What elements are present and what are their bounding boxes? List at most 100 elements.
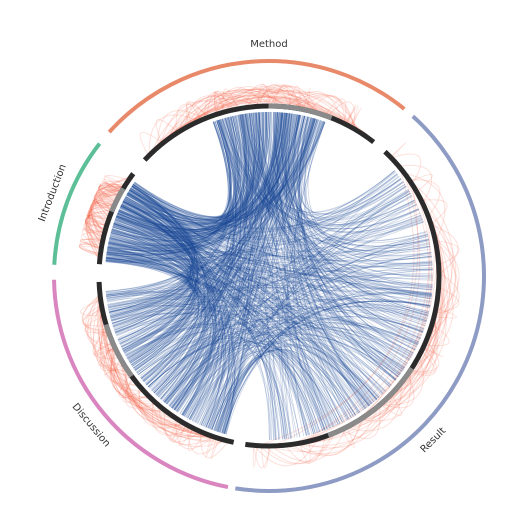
chord bbox=[107, 120, 231, 252]
chord bbox=[170, 326, 410, 408]
chord bbox=[114, 220, 206, 400]
fan-line bbox=[98, 312, 162, 411]
fan-line bbox=[214, 90, 230, 113]
chord bbox=[123, 199, 217, 418]
chord bbox=[109, 114, 244, 246]
chord bbox=[200, 339, 391, 426]
chord bbox=[275, 112, 431, 254]
chord bbox=[115, 217, 292, 439]
fan-line bbox=[87, 188, 121, 250]
fan-line bbox=[86, 214, 108, 227]
fan-line bbox=[163, 412, 199, 443]
chord bbox=[105, 290, 325, 431]
chord bbox=[285, 113, 347, 421]
chord bbox=[124, 119, 319, 225]
chord bbox=[114, 181, 404, 242]
chord bbox=[297, 116, 370, 407]
chord bbox=[110, 119, 232, 320]
fan-line bbox=[90, 187, 122, 237]
chord bbox=[127, 112, 280, 222]
chord bbox=[105, 257, 318, 433]
chord bbox=[129, 188, 384, 394]
fan-line bbox=[94, 183, 124, 225]
chord bbox=[129, 120, 322, 222]
chord bbox=[111, 229, 338, 426]
chord bbox=[108, 117, 236, 250]
chord bbox=[117, 212, 412, 358]
chord bbox=[107, 121, 326, 254]
chord bbox=[220, 119, 431, 252]
chord bbox=[107, 247, 421, 339]
fan-line bbox=[352, 162, 430, 427]
chord bbox=[134, 112, 282, 371]
chord bbox=[107, 113, 295, 251]
chord bbox=[107, 247, 194, 359]
chord bbox=[106, 184, 196, 301]
fan-line bbox=[184, 95, 237, 127]
fan-line bbox=[84, 220, 105, 229]
chord bbox=[106, 250, 200, 385]
chord bbox=[129, 112, 259, 220]
chord bbox=[223, 119, 318, 434]
chord bbox=[232, 115, 432, 298]
chord bbox=[131, 186, 227, 428]
chord bbox=[148, 114, 248, 389]
fan-line bbox=[273, 430, 346, 462]
chord bbox=[117, 212, 432, 262]
fan-line bbox=[97, 304, 168, 416]
fan-line bbox=[122, 366, 218, 441]
chord bbox=[106, 295, 309, 436]
fan-line bbox=[152, 402, 224, 448]
fan-line bbox=[286, 438, 326, 464]
chord bbox=[232, 116, 343, 423]
fan-line bbox=[174, 91, 288, 133]
fan-line bbox=[125, 371, 182, 425]
chord bbox=[231, 116, 429, 314]
fan-line bbox=[85, 191, 119, 258]
chord bbox=[280, 112, 427, 242]
chord bbox=[134, 114, 247, 372]
chord bbox=[123, 322, 380, 398]
chord bbox=[157, 170, 396, 397]
chord bbox=[127, 193, 217, 417]
chord bbox=[107, 112, 258, 250]
chord bbox=[229, 116, 422, 233]
chord bbox=[132, 120, 232, 219]
fan-line bbox=[298, 371, 413, 447]
chord bbox=[173, 112, 287, 411]
chord bbox=[105, 119, 231, 295]
chord bbox=[118, 120, 230, 341]
chord bbox=[114, 221, 345, 423]
chord bbox=[156, 118, 237, 396]
chord bbox=[116, 112, 257, 233]
chord bbox=[108, 114, 297, 249]
chord bbox=[239, 114, 420, 343]
chord bbox=[129, 188, 209, 399]
chord bbox=[147, 326, 403, 388]
fan-line bbox=[126, 372, 183, 426]
fan-line bbox=[436, 240, 460, 313]
chord bbox=[117, 114, 246, 232]
chord bbox=[107, 248, 361, 413]
chord bbox=[173, 118, 315, 410]
chord bbox=[200, 117, 312, 426]
chord bbox=[134, 178, 402, 229]
chord bbox=[222, 112, 278, 434]
fan-line bbox=[178, 425, 193, 447]
fan-line bbox=[96, 188, 120, 210]
fan-line bbox=[79, 240, 101, 257]
fan-line bbox=[150, 100, 350, 152]
fan-line bbox=[252, 447, 258, 468]
chord bbox=[140, 337, 318, 433]
chord bbox=[174, 185, 407, 411]
chord bbox=[110, 232, 429, 257]
chord bbox=[113, 223, 433, 295]
chord bbox=[143, 337, 341, 425]
chord bbox=[114, 192, 196, 333]
chord bbox=[265, 112, 428, 242]
chord bbox=[128, 112, 280, 362]
chord bbox=[111, 112, 267, 241]
fan-line bbox=[82, 223, 106, 248]
chord bbox=[284, 112, 429, 314]
chord bbox=[117, 212, 194, 341]
